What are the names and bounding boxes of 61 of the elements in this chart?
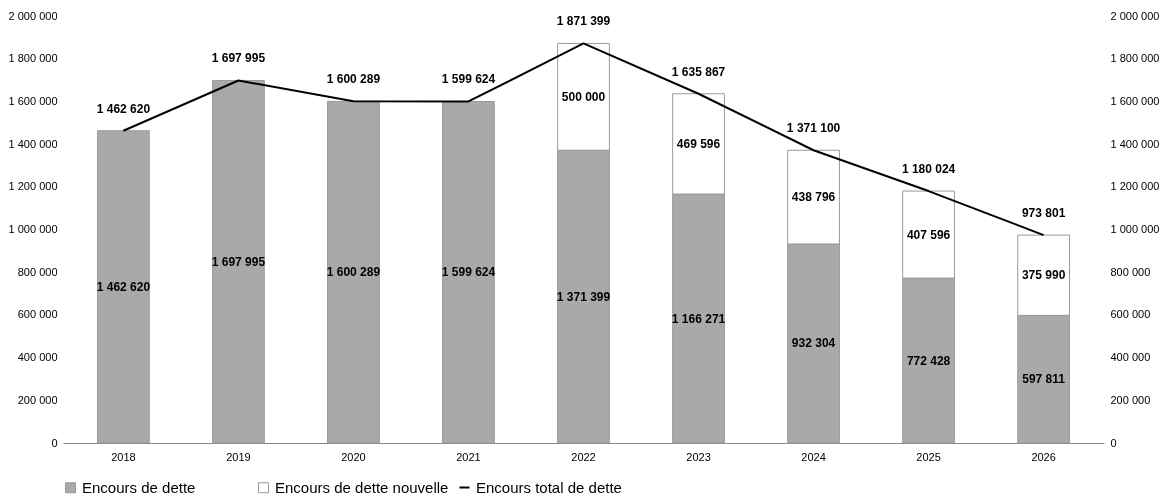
y-tick-label: 1 600 000 — [8, 94, 58, 107]
y-tick-label: 0 — [51, 436, 58, 449]
y2-tick-label: 200 000 — [1110, 393, 1151, 406]
y-tick-label: 800 000 — [17, 265, 58, 278]
data-label: 973 801 — [1021, 206, 1066, 221]
x-tick-label: 2019 — [226, 450, 251, 463]
legend-label: Encours de dette — [82, 478, 196, 496]
data-label: 1 635 867 — [671, 64, 726, 79]
data-label: 1 371 100 — [786, 121, 841, 136]
x-tick-label: 2020 — [341, 450, 366, 463]
data-label: 1 371 399 — [556, 289, 611, 304]
y-tick-label: 1 000 000 — [8, 223, 58, 235]
y2-tick-label: 1 600 000 — [1110, 94, 1160, 107]
y2-tick-label: 1 200 000 — [1110, 180, 1160, 193]
y-tick-label: 200 000 — [17, 393, 58, 406]
x-tick-label: 2022 — [571, 450, 596, 463]
y2-tick-label: 2 000 000 — [1110, 9, 1160, 22]
data-label: 375 990 — [1021, 268, 1066, 283]
data-label: 407 596 — [906, 227, 951, 242]
x-tick-label: 2018 — [111, 450, 136, 463]
bar — [327, 100, 380, 444]
x-tick-label: 2025 — [916, 450, 941, 463]
y2-tick-label: 800 000 — [1110, 265, 1151, 278]
data-label: 1 697 995 — [211, 254, 266, 269]
data-label: 932 304 — [791, 336, 836, 351]
legend-label: Encours de dette nouvelle — [275, 478, 449, 496]
x-tick-label: 2023 — [686, 450, 711, 463]
data-label: 597 811 — [1022, 372, 1066, 387]
bar — [97, 130, 150, 444]
data-label: 772 428 — [906, 353, 951, 368]
data-label: 438 796 — [791, 190, 836, 205]
data-label: 1 166 271 — [671, 311, 726, 326]
y-tick-label: 1 400 000 — [8, 137, 58, 150]
data-label: 1 600 289 — [326, 72, 381, 87]
y-tick-label: 1 200 000 — [8, 180, 58, 193]
y-tick-label: 1 800 000 — [8, 52, 58, 65]
y2-tick-label: 600 000 — [1110, 308, 1151, 321]
data-label: 1 599 624 — [441, 265, 496, 280]
x-tick-label: 2024 — [801, 450, 826, 463]
data-label: 1 600 289 — [326, 265, 381, 280]
data-label: 1 180 024 — [901, 162, 956, 177]
x-tick-label: 2021 — [456, 450, 481, 463]
y2-tick-label: 1 800 000 — [1110, 52, 1160, 65]
data-label: 1 871 399 — [556, 14, 611, 29]
data-label: 1 697 995 — [211, 51, 266, 66]
data-label: 500 000 — [561, 89, 606, 104]
x-tick-label: 2026 — [1031, 450, 1056, 463]
y2-tick-label: 1 000 000 — [1110, 223, 1160, 235]
legend-label: Encours total de dette — [476, 478, 622, 496]
data-label: 1 462 620 — [96, 101, 151, 116]
bar — [442, 100, 495, 444]
y2-tick-label: 0 — [1110, 436, 1117, 449]
y-tick-label: 2 000 000 — [8, 9, 58, 22]
y2-tick-label: 1 400 000 — [1110, 137, 1160, 150]
y-tick-label: 400 000 — [17, 351, 58, 364]
data-label: 469 596 — [676, 136, 721, 151]
y-tick-label: 600 000 — [17, 308, 58, 321]
data-label: 1 462 620 — [96, 279, 151, 294]
data-label: 1 599 624 — [441, 72, 496, 87]
y2-tick-label: 400 000 — [1110, 351, 1151, 364]
bar — [212, 79, 265, 444]
